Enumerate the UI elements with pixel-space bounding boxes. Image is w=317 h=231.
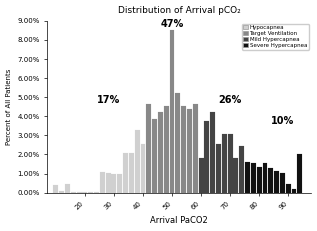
Bar xyxy=(257,167,262,193)
Bar xyxy=(181,106,186,193)
X-axis label: Arrival PaCO2: Arrival PaCO2 xyxy=(150,216,208,225)
Bar xyxy=(129,152,134,193)
Bar xyxy=(251,163,256,193)
Bar xyxy=(164,106,169,193)
Bar xyxy=(100,172,105,193)
Y-axis label: Percent of All Patients: Percent of All Patients xyxy=(6,69,11,145)
Bar xyxy=(262,163,268,193)
Bar xyxy=(292,189,296,193)
Title: Distribution of Arrival pCO₂: Distribution of Arrival pCO₂ xyxy=(118,6,241,15)
Bar xyxy=(297,155,302,193)
Bar xyxy=(222,134,227,193)
Bar xyxy=(286,184,291,193)
Bar xyxy=(170,30,174,193)
Bar xyxy=(280,173,285,193)
Bar xyxy=(175,93,180,193)
Bar xyxy=(193,104,198,193)
Bar xyxy=(198,158,204,193)
Bar xyxy=(53,185,58,193)
Bar xyxy=(123,152,128,193)
Bar xyxy=(106,173,111,193)
Bar xyxy=(152,119,157,193)
Bar xyxy=(204,121,209,193)
Bar xyxy=(77,192,81,193)
Bar xyxy=(135,130,139,193)
Bar xyxy=(268,168,273,193)
Legend: Hypocapnea, Target Ventilation, Mild Hypercapnea, Severe Hypercapnea: Hypocapnea, Target Ventilation, Mild Hyp… xyxy=(242,24,309,49)
Text: 47%: 47% xyxy=(160,19,184,30)
Bar xyxy=(82,192,87,193)
Bar xyxy=(146,104,151,193)
Text: 10%: 10% xyxy=(271,116,294,126)
Bar xyxy=(228,134,233,193)
Bar xyxy=(117,173,122,193)
Bar xyxy=(71,192,76,193)
Bar xyxy=(187,109,192,193)
Bar xyxy=(65,184,70,193)
Bar xyxy=(216,144,221,193)
Bar xyxy=(158,112,163,193)
Bar xyxy=(94,192,99,193)
Text: 17%: 17% xyxy=(96,95,120,105)
Bar xyxy=(239,146,244,193)
Bar xyxy=(210,112,215,193)
Bar xyxy=(274,171,279,193)
Text: 26%: 26% xyxy=(218,95,242,105)
Bar xyxy=(233,158,238,193)
Bar xyxy=(245,162,250,193)
Bar xyxy=(140,144,146,193)
Bar xyxy=(88,192,93,193)
Bar xyxy=(59,191,64,193)
Bar xyxy=(112,173,116,193)
